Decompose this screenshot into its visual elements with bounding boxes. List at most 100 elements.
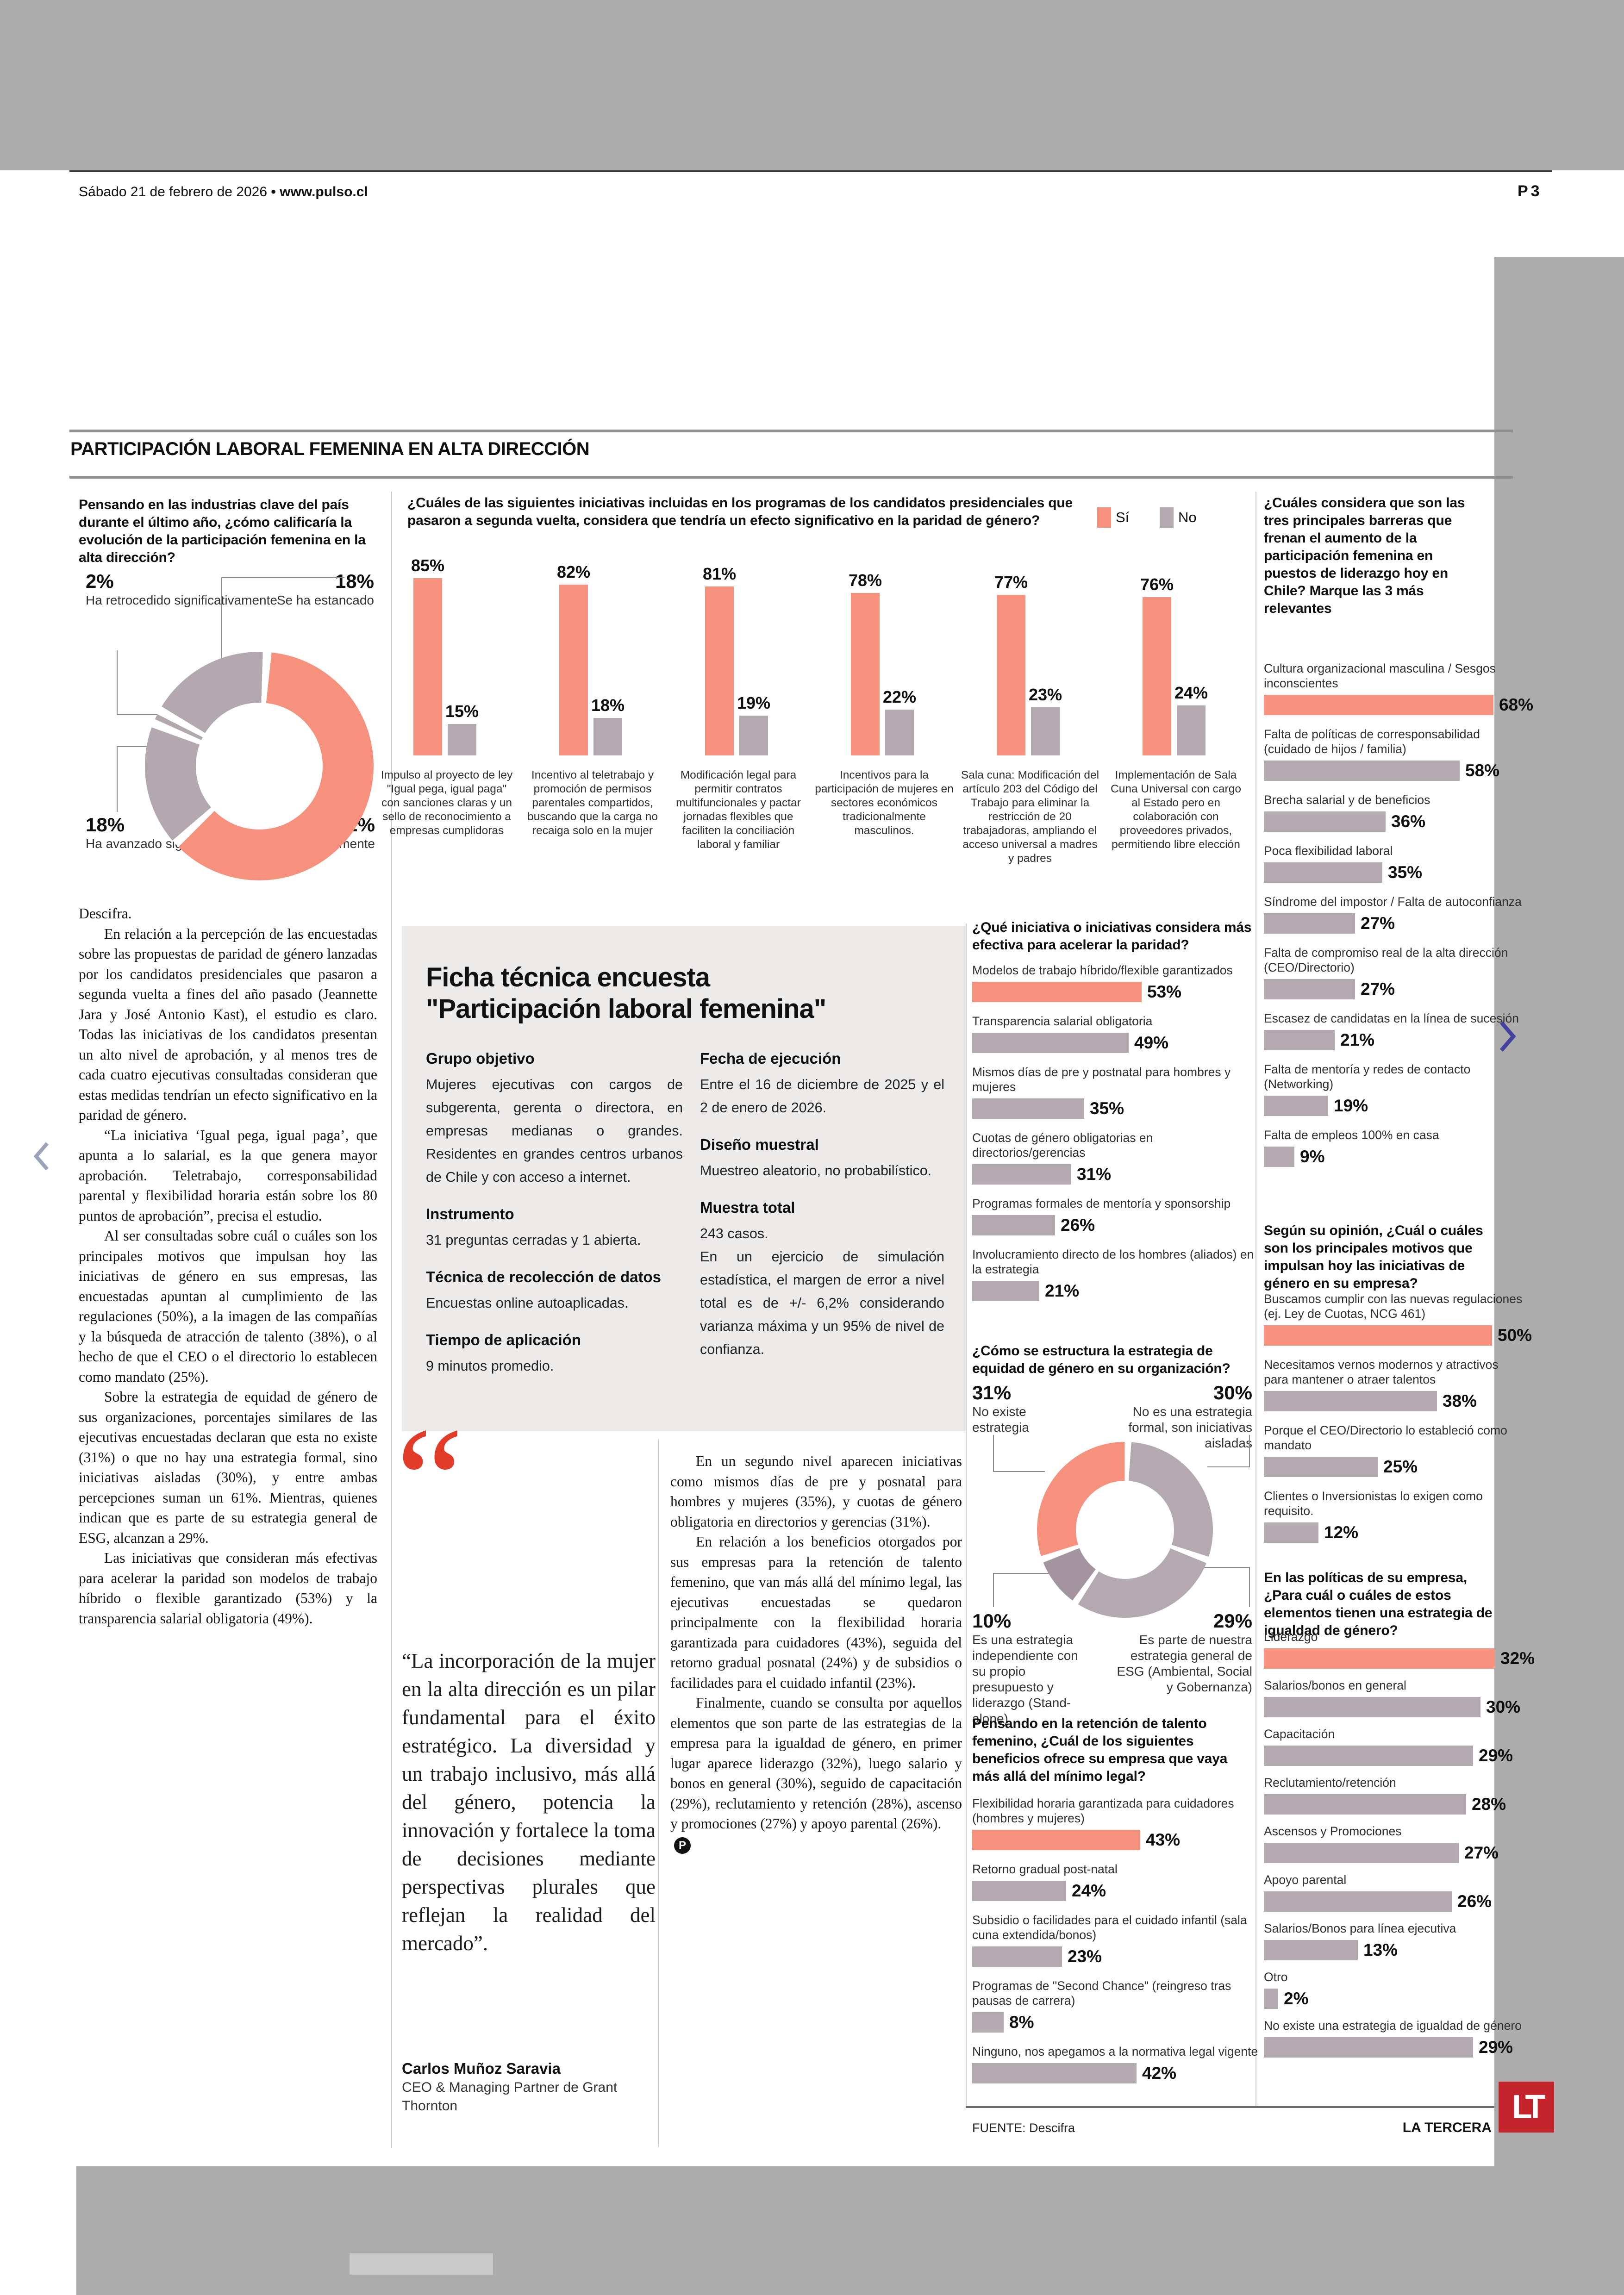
- hbar-item: Escasez de candidatas en la línea de suc…: [1264, 1011, 1519, 1050]
- hbar-item: Programas de "Second Chance" (reingreso …: [972, 1979, 1231, 2033]
- hbar-item: Apoyo parental 26%: [1264, 1873, 1492, 1912]
- hbar: [972, 1946, 1062, 1967]
- motives-list: Buscamos cumplir con las nuevas regulaci…: [1264, 1291, 1532, 1554]
- initiatives-list: Modelos de trabajo híbrido/flexible gara…: [972, 963, 1259, 1313]
- hbar: [1264, 1746, 1473, 1766]
- leader-line: [117, 714, 186, 715]
- hbar: [972, 1215, 1055, 1235]
- hbar: [972, 1164, 1071, 1185]
- page-bottom-gray-band: [76, 2166, 1624, 2295]
- hbar: [1264, 1096, 1328, 1116]
- legend-no-label: No: [1178, 509, 1197, 525]
- article-column-2: En un segundo nivel aparecen iniciativas…: [670, 1451, 962, 1854]
- legend-no: No: [1160, 507, 1197, 528]
- hbar: [1264, 1147, 1294, 1167]
- column-rule-1: [391, 492, 392, 2148]
- page-scrollbar-thumb[interactable]: [350, 2253, 493, 2275]
- legend-si-swatch: [1097, 507, 1111, 528]
- donut2-callout-29: 29% Es parte de nuestra estrategia gener…: [1117, 1610, 1252, 1694]
- bar-caption-5: Sala cuna: Modificación del artículo 203…: [961, 769, 1099, 865]
- donut2-question: ¿Cómo se estructura la estrategia de equ…: [972, 1343, 1230, 1376]
- masthead-rule-top: [69, 430, 1513, 432]
- hbar-item: Salarios/Bonos para línea ejecutiva 13%: [1264, 1921, 1456, 1960]
- footer-rule: [966, 2106, 1494, 2108]
- bar-si-3: 81%: [703, 564, 736, 755]
- column-rule-4: [658, 1439, 659, 2147]
- legend-si: Sí: [1097, 507, 1129, 528]
- bar-si-4: 78%: [849, 571, 882, 755]
- hbar: [1264, 1030, 1335, 1050]
- hbar-item: Brecha salarial y de beneficios 36%: [1264, 793, 1430, 832]
- hbar-item: Capacitación 29%: [1264, 1727, 1513, 1766]
- hbar: [1264, 913, 1355, 934]
- prev-page-button[interactable]: [30, 1140, 54, 1175]
- hbar: [1264, 979, 1355, 999]
- donut-chart-estrategia: [1037, 1442, 1213, 1618]
- header-date: Sábado 21 de febrero de 2026: [79, 184, 271, 200]
- page-top-gray-band: [0, 0, 1624, 170]
- hbar: [1264, 811, 1386, 832]
- hbar: [972, 1033, 1129, 1053]
- hbar: [972, 2012, 1004, 2033]
- bar-no-2: 18%: [591, 696, 625, 755]
- donut1-question: Pensando en las industrias clave del paí…: [79, 497, 366, 565]
- ficha-title: Ficha técnica encuesta "Participación la…: [426, 962, 944, 1025]
- hbar: [972, 2063, 1137, 2083]
- hbar-item: Reclutamiento/retención 28%: [1264, 1776, 1506, 1815]
- bar-no-4: 22%: [883, 687, 916, 755]
- hbar-item: Cuotas de género obligatorias en directo…: [972, 1131, 1153, 1185]
- donut-hole: [1076, 1481, 1174, 1579]
- hbar: [1264, 862, 1382, 883]
- hbar: [1264, 1391, 1437, 1411]
- bar-no-1: 15%: [445, 702, 479, 755]
- la-tercera-lt-logo: LT: [1499, 2082, 1554, 2133]
- donut2-callout-30: 30% No es una estrategia formal, son ini…: [1128, 1382, 1252, 1450]
- masthead-rule-bottom: [69, 476, 1513, 479]
- hbar: [1264, 1989, 1278, 2009]
- leader-line: [1207, 1466, 1250, 1467]
- hbar-item: Falta de mentoría y redes de contacto (N…: [1264, 1062, 1471, 1116]
- hbar-item: Programas formales de mentoría y sponsor…: [972, 1197, 1231, 1235]
- donut2-callout-10: 10% Es una estrategia independiente con …: [972, 1610, 1078, 1726]
- bar-caption-6: Implementación de Sala Cuna Universal co…: [1111, 769, 1241, 851]
- ficha-tecnica-box: [402, 926, 966, 1431]
- hbar: [1264, 1697, 1480, 1717]
- bar-si-1: 85%: [411, 556, 444, 755]
- next-page-button[interactable]: [1494, 1018, 1520, 1057]
- retention-list: Flexibilidad horaria garantizada para cu…: [972, 1796, 1259, 2095]
- bar-si-2: 82%: [557, 562, 590, 755]
- hbar-item: Otro 2%: [1264, 1970, 1309, 2009]
- hbar: [1264, 1843, 1459, 1863]
- hbar-item: Flexibilidad horaria garantizada para cu…: [972, 1796, 1234, 1850]
- pulso-p-icon: P: [674, 1837, 691, 1854]
- leader-line: [117, 746, 118, 812]
- brand-credit: LA TERCERA: [1402, 2120, 1492, 2135]
- hbar-item: Involucramiento directo de los hombres (…: [972, 1247, 1254, 1301]
- legend-no-swatch: [1160, 507, 1174, 528]
- quote-author-role: CEO & Managing Partner de Grant Thornton: [402, 2080, 618, 2114]
- hbar-item: Liderazgo 32%: [1264, 1630, 1535, 1669]
- leader-line: [1249, 1567, 1250, 1607]
- article-paragraph: En relación a los beneficios otorgados p…: [670, 1534, 962, 1691]
- callout-pct: 18%: [86, 814, 125, 836]
- leader-line: [1204, 1567, 1250, 1568]
- hbar-item: Ninguno, nos apegamos a la normativa leg…: [972, 2045, 1258, 2083]
- hbar: [1264, 1457, 1378, 1477]
- hbar: [972, 1881, 1066, 1901]
- hbar: [1264, 1522, 1318, 1543]
- hbar: [1264, 1940, 1358, 1960]
- quote-attribution: Carlos Muñoz Saravia CEO & Managing Part…: [402, 2059, 643, 2115]
- hbar-item: Clientes o Inversionistas lo exigen como…: [1264, 1489, 1483, 1543]
- bar-caption-2: Incentivo al teletrabajo y promoción de …: [527, 769, 658, 837]
- hbar-item: Falta de empleos 100% en casa 9%: [1264, 1128, 1439, 1167]
- hbar: [1264, 1891, 1452, 1912]
- article-paragraph: Al ser consultadas sobre cuál o cuáles s…: [79, 1228, 377, 1385]
- motives-question: Según su opinión, ¿Cuál o cuáles son los…: [1264, 1223, 1483, 1291]
- column-rule-3: [966, 923, 967, 2107]
- leader-line: [221, 577, 222, 660]
- article-paragraph: Las iniciativas que consideran más efect…: [79, 1550, 377, 1627]
- bar-si-6: 76%: [1140, 575, 1174, 755]
- hbar-item: Necesitamos vernos modernos y atractivos…: [1264, 1358, 1499, 1411]
- header-site-link[interactable]: • www.pulso.cl: [271, 184, 368, 200]
- donut1-callout-18a: 18% Se ha estancado: [227, 570, 374, 608]
